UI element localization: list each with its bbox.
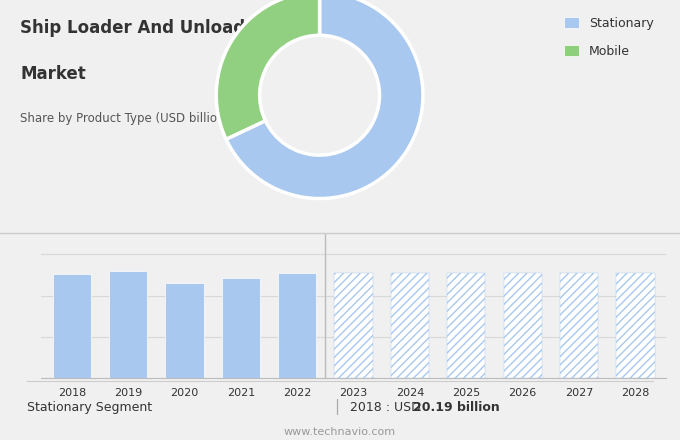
Bar	[52, 274, 91, 378]
Text: 20.19 billion: 20.19 billion	[413, 400, 500, 414]
Bar	[560, 273, 598, 378]
Text: Stationary Segment: Stationary Segment	[27, 400, 152, 414]
Bar	[335, 273, 373, 378]
Text: Share by Product Type (USD billion): Share by Product Type (USD billion)	[20, 112, 230, 125]
Bar	[109, 271, 148, 378]
Legend: Stationary, Mobile: Stationary, Mobile	[558, 11, 660, 64]
Bar	[447, 273, 486, 378]
Bar	[391, 273, 429, 378]
Bar	[503, 273, 542, 378]
Text: 2018 : USD: 2018 : USD	[350, 400, 425, 414]
Text: www.technavio.com: www.technavio.com	[284, 427, 396, 437]
Text: Ship Loader And Unloader: Ship Loader And Unloader	[20, 18, 265, 37]
Bar	[165, 283, 204, 378]
Text: Market: Market	[20, 65, 86, 83]
Text: |: |	[334, 399, 339, 415]
Wedge shape	[216, 0, 320, 139]
Bar	[278, 273, 316, 378]
Bar	[616, 273, 655, 378]
Bar	[222, 278, 260, 378]
Wedge shape	[226, 0, 423, 198]
